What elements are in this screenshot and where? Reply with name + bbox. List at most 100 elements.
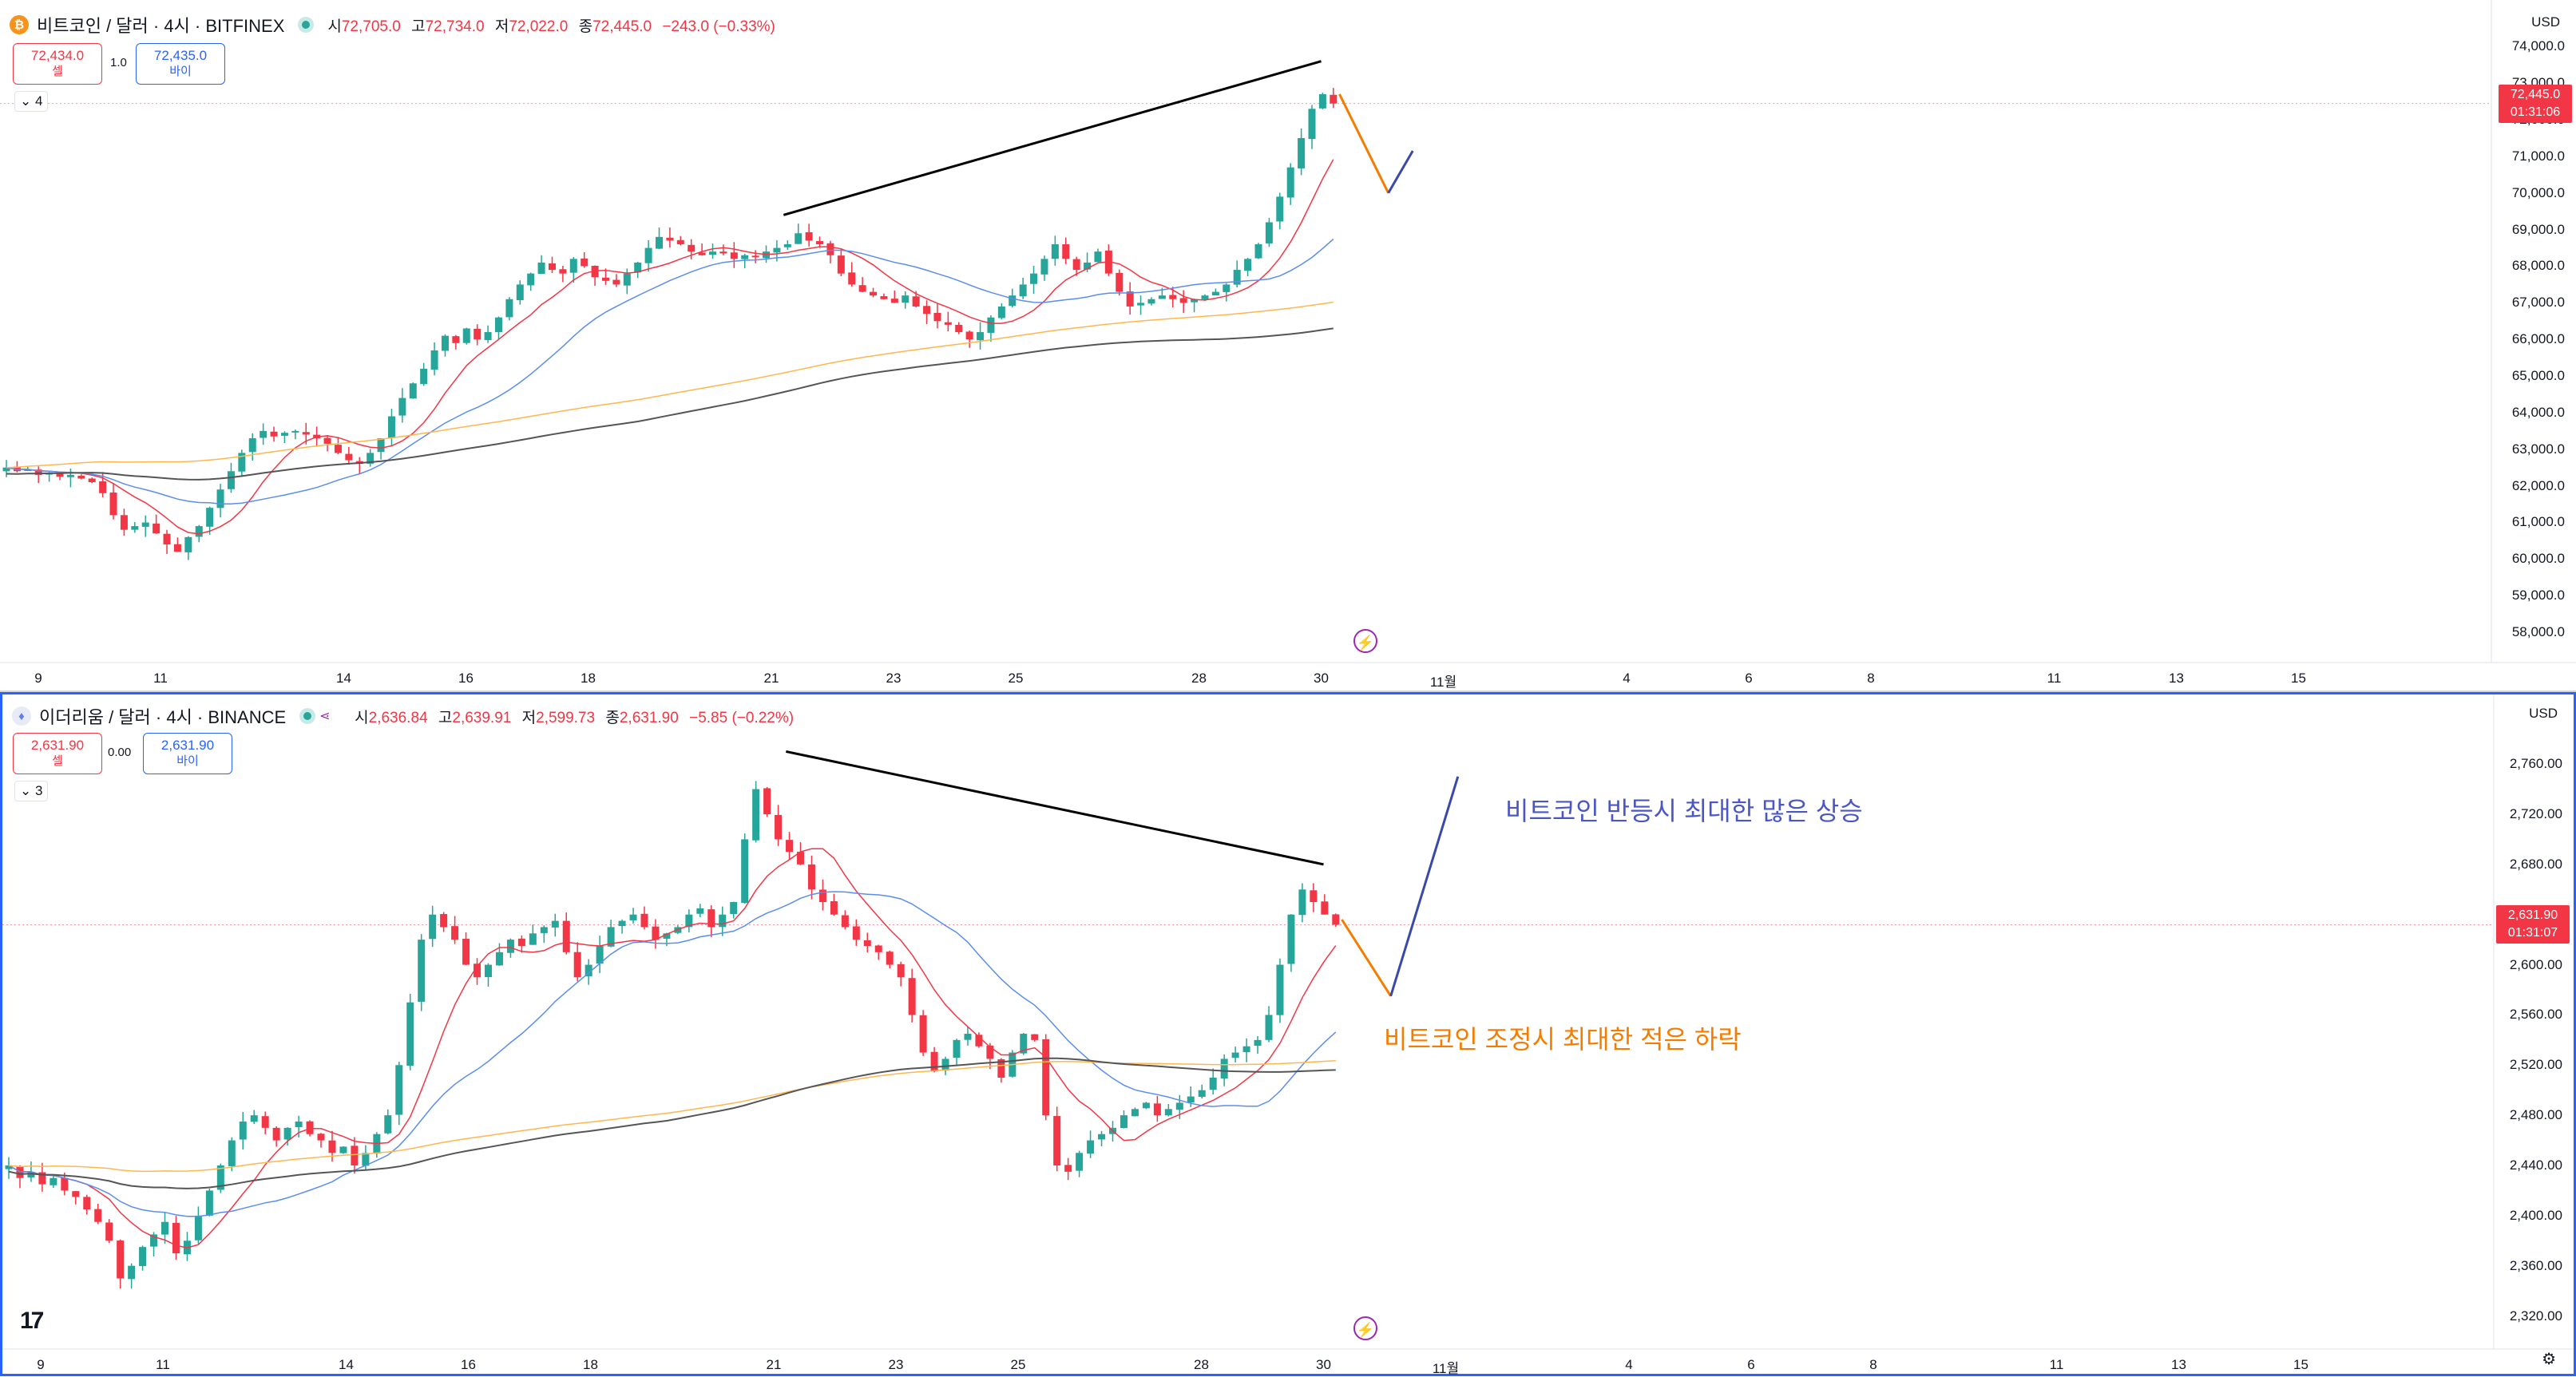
eth-symbol-title[interactable]: 이더리움 / 달러 · 4시 · BINANCE bbox=[39, 707, 287, 727]
btc-indicators-toggle[interactable]: ⌄ 4 bbox=[14, 91, 49, 112]
candle-body bbox=[719, 914, 727, 928]
candle-body bbox=[529, 933, 537, 945]
candle-body bbox=[527, 273, 535, 286]
btc-chart-panel[interactable]: ₿ 비트코인 / 달러 · 4시 · BITFINEX 시72,705.0 고7… bbox=[0, 0, 2576, 692]
btc-symbol-title[interactable]: 비트코인 / 달러 · 4시 · BITFINEX bbox=[37, 16, 285, 36]
candle-body bbox=[295, 1122, 303, 1128]
candle-body bbox=[786, 840, 794, 853]
low-value: 72,022.0 bbox=[509, 18, 569, 35]
time-axis-tick-label: 13 bbox=[2171, 1357, 2186, 1372]
time-axis-tick-label: 23 bbox=[886, 671, 902, 686]
candle-body bbox=[418, 940, 426, 1002]
candle-body bbox=[351, 1146, 359, 1165]
eth-indicators-toggle[interactable]: ⌄ 3 bbox=[14, 781, 49, 801]
candle-body bbox=[367, 453, 375, 464]
candle-body bbox=[128, 1265, 136, 1280]
price-axis-tick-label: 2,520.00 bbox=[2509, 1057, 2562, 1073]
candle-body bbox=[730, 252, 738, 259]
candle-body bbox=[66, 474, 74, 477]
lightning-icon[interactable]: ⚡ bbox=[1353, 1316, 1377, 1340]
eth-chart-panel[interactable]: ♦ 이더리움 / 달러 · 4시 · BINANCE ⋖ 시2,636.84 고… bbox=[0, 692, 2576, 1376]
chevron-down-icon: ⌄ bbox=[20, 783, 32, 798]
candle-body bbox=[1191, 299, 1199, 303]
candle-body bbox=[1142, 1102, 1150, 1109]
indicators-count: 4 bbox=[34, 93, 43, 109]
settings-icon[interactable]: ⚙ bbox=[2542, 1351, 2556, 1368]
candle-body bbox=[775, 814, 783, 840]
candle-body bbox=[1019, 284, 1027, 297]
candle-body bbox=[1223, 284, 1231, 292]
candle-body bbox=[56, 473, 64, 477]
last-price: 2,631.90 bbox=[2507, 908, 2558, 923]
candle-body bbox=[1310, 890, 1318, 902]
candle-countdown: 01:31:07 bbox=[2507, 926, 2558, 940]
candle-body bbox=[741, 255, 749, 259]
annotation-correction-note[interactable]: 비트코인 조정시 최대한 적은 하락 bbox=[1384, 1025, 1742, 1054]
candle-body bbox=[908, 978, 916, 1015]
eth-chart-canvas[interactable] bbox=[2, 694, 2574, 1374]
candle-body bbox=[517, 938, 525, 946]
candle-body bbox=[537, 262, 545, 275]
candle-body bbox=[1276, 964, 1284, 1015]
candle-body bbox=[50, 1177, 57, 1185]
close-value: 72,445.0 bbox=[592, 18, 652, 35]
candle-body bbox=[38, 1172, 46, 1185]
candle-body bbox=[1098, 1134, 1106, 1140]
price-axis-tick-label: 2,560.00 bbox=[2509, 1007, 2562, 1023]
share-icon[interactable]: ⋖ bbox=[319, 710, 331, 723]
price-axis-tick-label: 62,000.0 bbox=[2511, 477, 2565, 493]
candle-body bbox=[1031, 1034, 1039, 1040]
buy-price: 2,631.90 bbox=[161, 738, 215, 753]
eth-buy-button[interactable]: 2,631.90 바이 bbox=[143, 733, 232, 774]
candle-body bbox=[897, 964, 905, 978]
eth-sell-button[interactable]: 2,631.90 셀 bbox=[13, 733, 102, 774]
last-price: 72,445.0 bbox=[2510, 87, 2561, 101]
candle-body bbox=[1209, 1078, 1217, 1090]
candle-body bbox=[270, 431, 278, 437]
candle-body bbox=[420, 368, 428, 385]
lightning-icon[interactable]: ⚡ bbox=[1353, 629, 1377, 653]
candle-body bbox=[452, 336, 460, 343]
candle-body bbox=[429, 914, 437, 940]
candle-body bbox=[1286, 167, 1294, 198]
candle-body bbox=[591, 265, 599, 278]
time-axis-tick-label: 9 bbox=[37, 1357, 45, 1372]
candle-body bbox=[1332, 914, 1340, 925]
candle-body bbox=[302, 432, 310, 435]
candle-body bbox=[569, 259, 577, 273]
btc-chart-canvas[interactable] bbox=[0, 0, 2576, 690]
candle-body bbox=[977, 332, 985, 341]
candle-body bbox=[1201, 295, 1209, 299]
candle-body bbox=[730, 902, 738, 914]
candle-body bbox=[24, 469, 32, 472]
candle-body bbox=[395, 1065, 403, 1115]
candle-body bbox=[1242, 1046, 1250, 1053]
candle-body bbox=[986, 1045, 994, 1059]
eth-currency-selector[interactable]: USD bbox=[2529, 706, 2558, 721]
candle-body bbox=[607, 927, 615, 947]
candle-body bbox=[1040, 259, 1048, 275]
btc-sell-button[interactable]: 72,434.0 셀 bbox=[13, 43, 102, 85]
time-axis-tick-label: 4 bbox=[1623, 671, 1631, 686]
candle-body bbox=[384, 1115, 392, 1134]
eth-last-price-label: 2,631.90 01:31:07 bbox=[2496, 905, 2570, 944]
candle-body bbox=[250, 1115, 258, 1122]
candle-body bbox=[698, 252, 706, 255]
price-axis-tick-label: 2,680.00 bbox=[2509, 856, 2562, 872]
candle-body bbox=[474, 964, 482, 978]
candle-body bbox=[1064, 1165, 1072, 1172]
btc-buy-button[interactable]: 72,435.0 바이 bbox=[136, 43, 225, 85]
candle-body bbox=[260, 430, 268, 438]
candle-body bbox=[858, 285, 866, 292]
change-value: −243.0 (−0.33%) bbox=[662, 18, 775, 35]
annotation-rebound-note[interactable]: 비트코인 반등시 최대한 많은 상승 bbox=[1505, 797, 1863, 825]
open-label: 시 bbox=[327, 18, 342, 35]
candle-body bbox=[581, 258, 589, 267]
candle-body bbox=[105, 1222, 113, 1241]
btc-currency-selector[interactable]: USD bbox=[2531, 14, 2560, 30]
time-axis-tick-label: 25 bbox=[1008, 671, 1024, 686]
candle-body bbox=[640, 913, 648, 928]
candle-body bbox=[1076, 1153, 1084, 1171]
candle-body bbox=[323, 437, 331, 444]
candle-body bbox=[139, 1247, 147, 1266]
